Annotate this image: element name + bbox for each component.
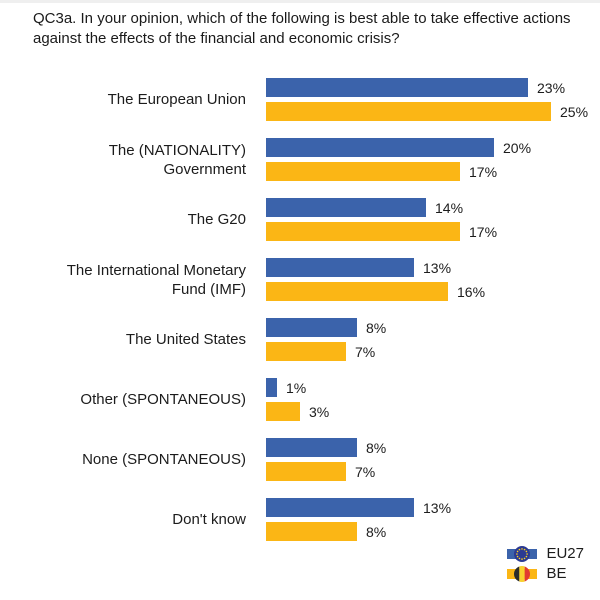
value-label: 8% [366,439,387,456]
bar-be [266,522,357,541]
value-label: 8% [366,523,387,540]
bar-row: 14% [266,198,497,217]
value-label: 8% [366,319,387,336]
bar-row: 3% [266,402,329,421]
legend-item-be: BE [507,565,584,582]
chart-row: The European Union 23% 25% [0,78,600,121]
legend-item-eu27: EU27 [507,545,584,562]
top-divider [0,0,600,3]
bar-group: 1% 3% [266,378,329,421]
value-label: 14% [435,199,464,216]
value-label: 13% [423,499,452,516]
bar-group: 13% 8% [266,498,451,541]
bar-row: 17% [266,222,497,241]
bar-be [266,402,300,421]
value-label: 13% [423,259,452,276]
legend-label-be: BE [546,565,567,582]
chart-row: Don't know 13% 8% [0,498,600,541]
value-label: 17% [469,163,498,180]
bar-row: 16% [266,282,485,301]
category-label: The International Monetary Fund (IMF) [66,261,246,298]
chart-row: The International Monetary Fund (IMF) 13… [0,258,600,301]
bar-be [266,462,346,481]
bar-eu27 [266,438,357,457]
value-label: 17% [469,223,498,240]
bar-be [266,102,551,121]
category-label: The United States [125,331,246,348]
value-label: 1% [286,379,307,396]
chart-rows: The European Union 23% 25% The (NATIONAL… [0,78,600,558]
chart-row: Other (SPONTANEOUS) 1% 3% [0,378,600,421]
bar-row: 20% [266,138,531,157]
bar-eu27 [266,318,357,337]
chart-title: QC3a. In your opinion, which of the foll… [33,10,571,47]
bar-eu27 [266,138,494,157]
eu-flag-icon [507,545,538,562]
bar-eu27 [266,258,414,277]
value-label: 16% [457,283,486,300]
category-label: The G20 [187,211,246,228]
value-label: 7% [355,343,376,360]
category-label: None (SPONTANEOUS) [82,451,246,468]
bar-row: 25% [266,102,588,121]
bar-row: 23% [266,78,588,97]
bar-group: 14% 17% [266,198,497,241]
legend-label-eu27: EU27 [546,545,584,562]
chart-row: The (NATIONALITY) Government 20% 17% [0,138,600,181]
chart-row: The G20 14% 17% [0,198,600,241]
belgium-flag-icon [507,565,538,582]
bar-group: 20% 17% [266,138,531,181]
bar-row: 8% [266,438,386,457]
value-label: 23% [537,79,566,96]
legend: EU27 BE [507,542,584,585]
bar-eu27 [266,78,528,97]
bar-group: 8% 7% [266,438,386,481]
bar-be [266,162,460,181]
bar-row: 17% [266,162,531,181]
bar-be [266,342,346,361]
bar-group: 8% 7% [266,318,386,361]
bar-row: 13% [266,498,451,517]
bar-be [266,222,460,241]
category-label: Other (SPONTANEOUS) [80,391,246,408]
value-label: 7% [355,463,376,480]
bar-group: 23% 25% [266,78,588,121]
bar-row: 8% [266,318,386,337]
value-label: 20% [503,139,532,156]
bar-row: 7% [266,342,386,361]
bar-row: 1% [266,378,329,397]
chart-row: None (SPONTANEOUS) 8% 7% [0,438,600,481]
bar-row: 8% [266,522,451,541]
bar-group: 13% 16% [266,258,485,301]
bar-row: 7% [266,462,386,481]
bar-eu27 [266,378,277,397]
bar-be [266,282,448,301]
category-label: The European Union [107,91,246,108]
category-label: Don't know [172,511,246,528]
bar-eu27 [266,498,414,517]
value-label: 3% [309,403,330,420]
chart-row: The United States 8% 7% [0,318,600,361]
category-label: The (NATIONALITY) Government [108,141,246,178]
bar-eu27 [266,198,426,217]
bar-row: 13% [266,258,485,277]
value-label: 25% [560,103,589,120]
